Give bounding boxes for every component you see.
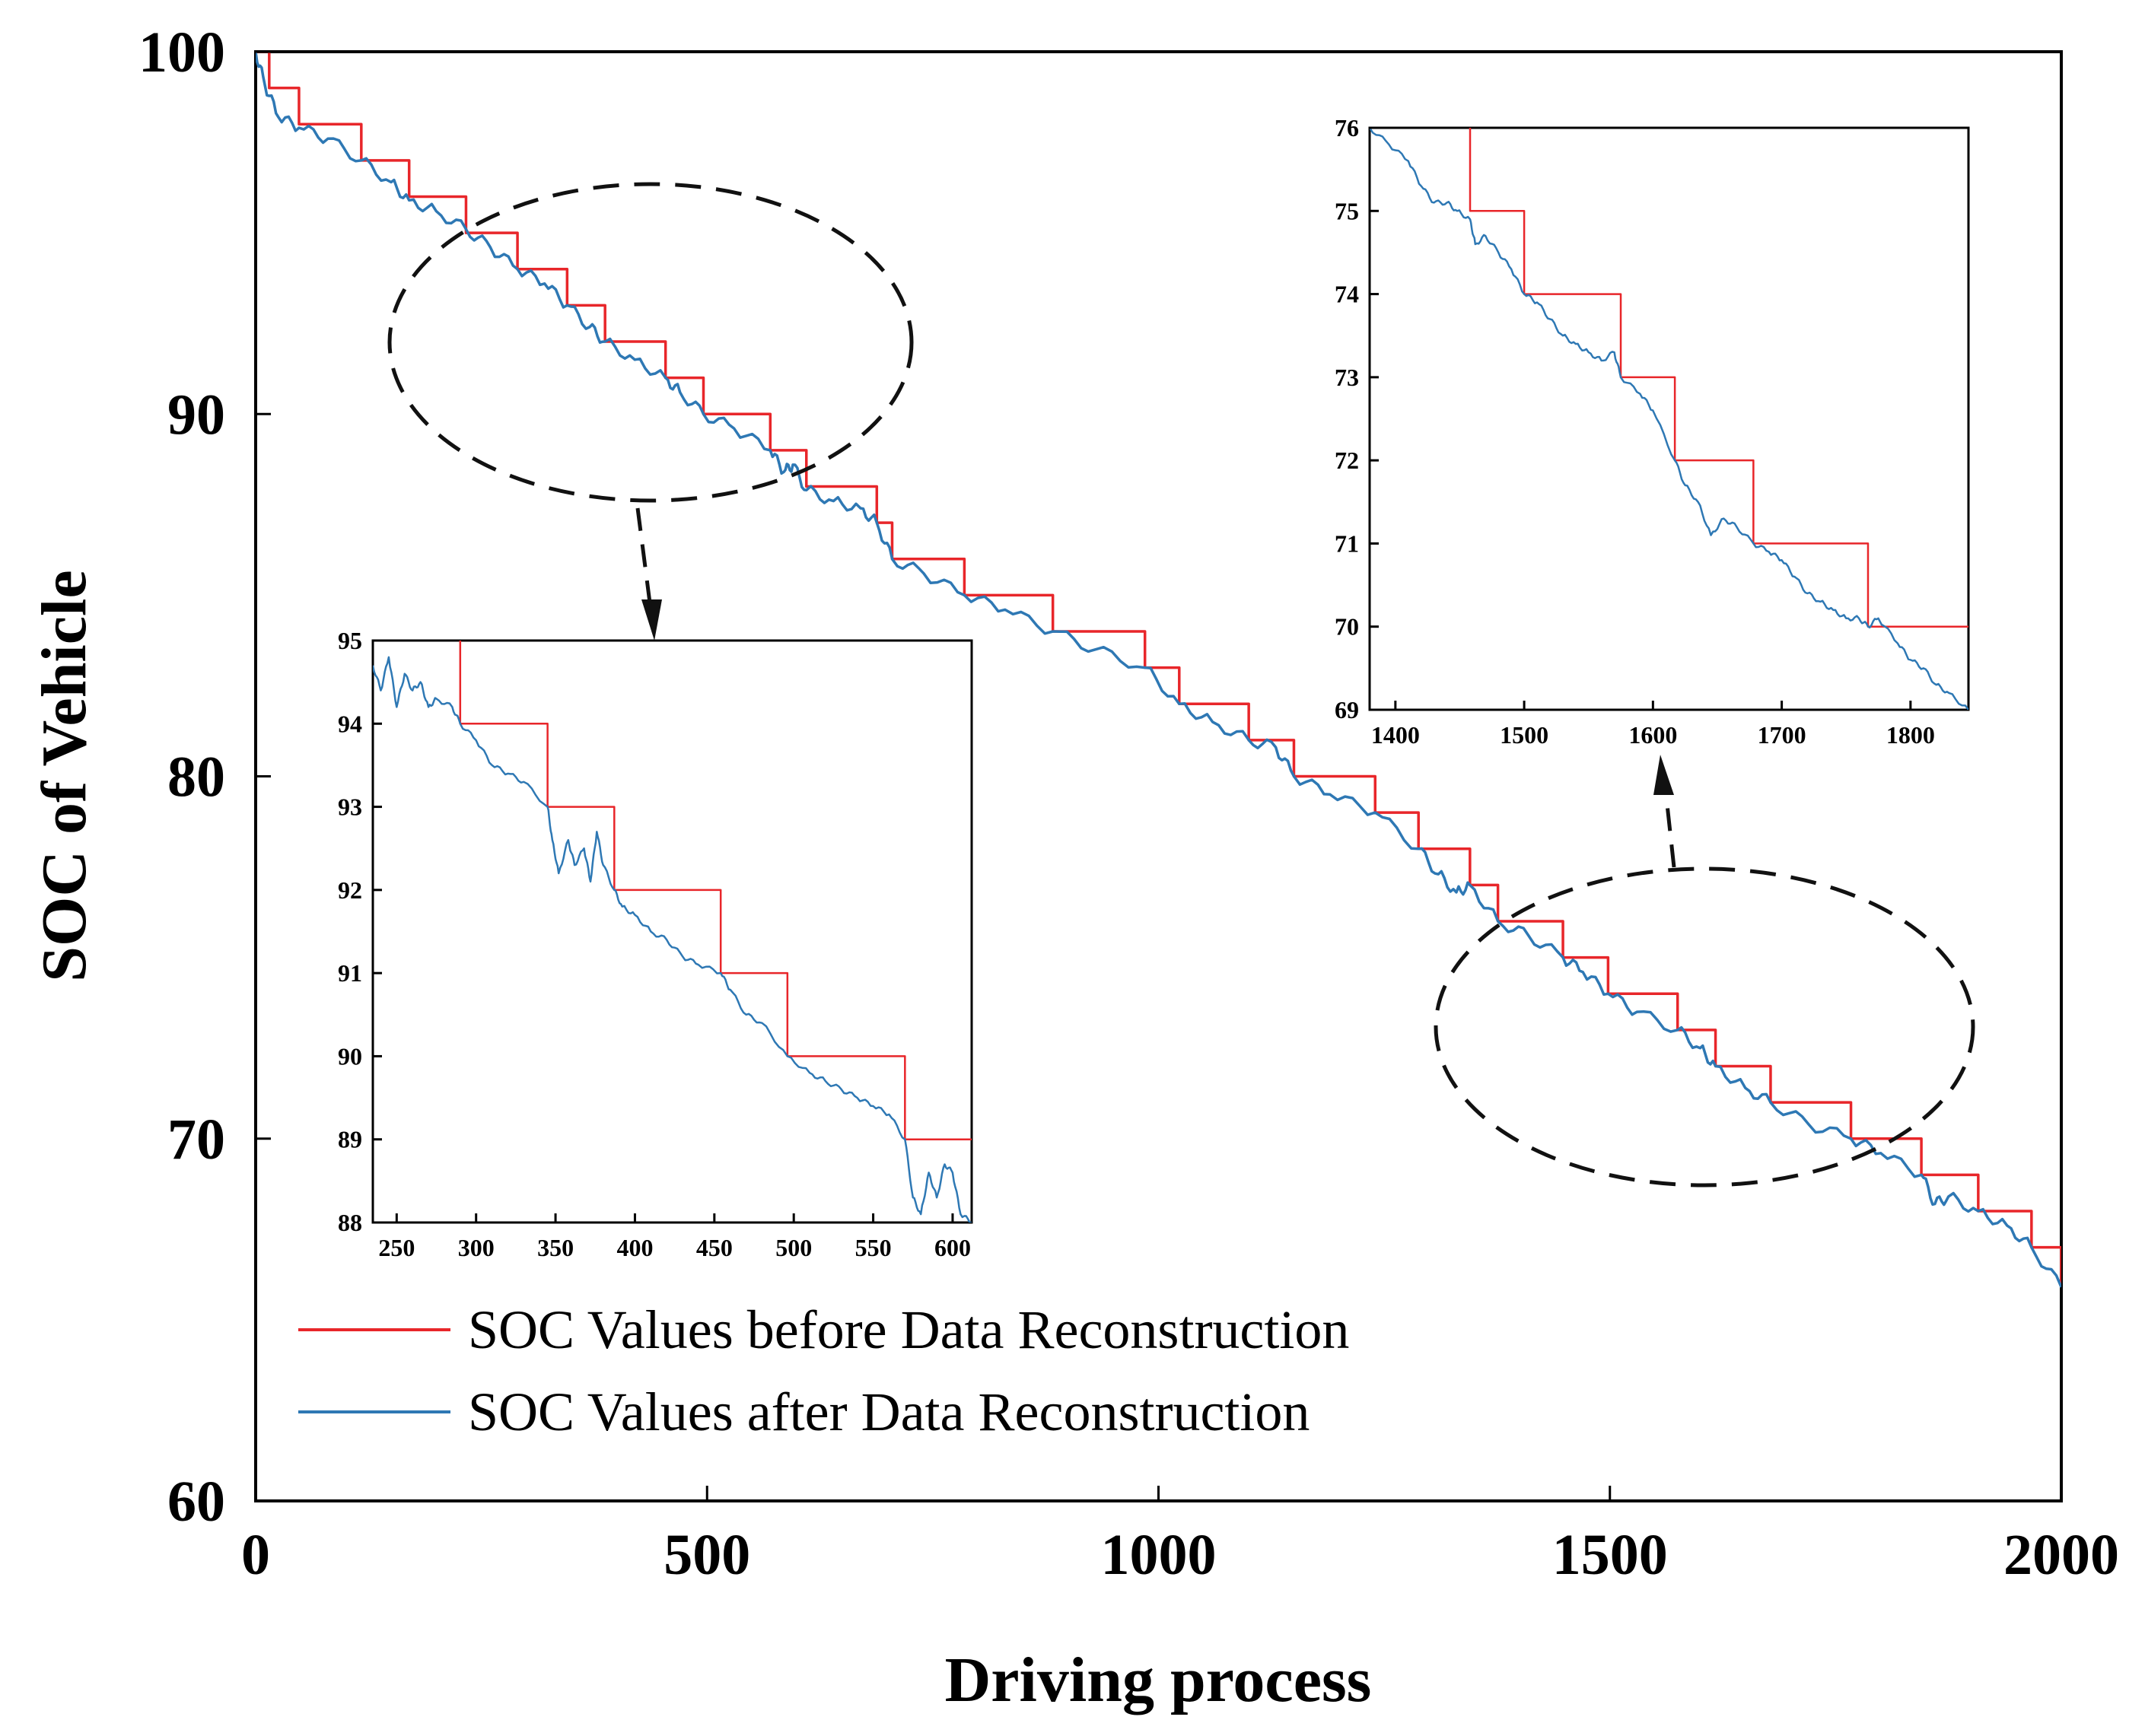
inset-right-y-tick-label: 71 [1335, 529, 1359, 557]
main-x-tick-label: 500 [664, 1523, 750, 1587]
inset-left-x-tick-label: 350 [537, 1234, 574, 1261]
main-x-tick-label: 1500 [1552, 1523, 1668, 1587]
inset-left-x-tick-label: 450 [696, 1234, 733, 1261]
inset-right-ticks-group: 1400 1500 1600 1700 1800 69 70 71 72 73 74 75 76 [1335, 114, 1935, 749]
main-y-tick-label: 100 [138, 21, 225, 84]
main-x-tick-label: 2000 [2003, 1523, 2119, 1587]
inset-right-y-tick-label: 74 [1335, 281, 1359, 308]
inset-left-x-tick-label: 500 [775, 1234, 812, 1261]
inset-left-series-before-line [459, 641, 972, 1140]
main-y-tick-label: 80 [167, 746, 225, 809]
inset-right-background [1370, 128, 1968, 710]
inset-left-x-tick-label: 400 [616, 1234, 653, 1261]
inset-right-series-after-line [1370, 128, 1968, 710]
inset-left-y-tick-label: 95 [338, 627, 362, 654]
legend-label-before: SOC Values before Data Reconstruction [468, 1299, 1349, 1360]
inset-right-series-group [1370, 128, 1968, 710]
main-series-after-line [256, 52, 2061, 1288]
zoom-arrow-left-head [641, 599, 662, 641]
y-axis-title: SOC of Vehicle [29, 570, 100, 981]
inset-left-y-tick-label: 92 [338, 876, 362, 904]
inset-left-x-tick-label: 600 [934, 1234, 971, 1261]
zoom-arrow-right-shaft [1663, 783, 1676, 868]
inset-left-y-tick-label: 88 [338, 1209, 362, 1236]
inset-left-y-tick-label: 93 [338, 793, 362, 821]
main-ticks-group: 0 500 1000 1500 2000 60 70 80 90 100 [138, 21, 2119, 1587]
inset-left-frame [371, 639, 973, 1224]
inset-right-series-before-line [1469, 128, 1968, 628]
main-series-group [256, 52, 2061, 1288]
inset-right-x-tick-label: 1500 [1500, 721, 1548, 749]
main-x-tick-label: 0 [241, 1523, 270, 1587]
main-y-tick-label: 70 [167, 1108, 225, 1172]
main-y-tick-label: 90 [167, 383, 225, 447]
inset-right-x-tick-label: 1700 [1758, 721, 1806, 749]
inset-left-y-tick-label: 89 [338, 1126, 362, 1153]
inset-right-y-tick-label: 76 [1335, 114, 1359, 141]
inset-right-y-tick-label: 72 [1335, 447, 1359, 474]
inset-left-x-tick-label: 550 [855, 1234, 892, 1261]
inset-right-x-tick-label: 1800 [1886, 721, 1935, 749]
inset-left-series-after-line [373, 656, 972, 1223]
inset-right-x-tick-label: 1600 [1628, 721, 1677, 749]
zoom-annotations [387, 182, 1975, 1188]
inset-left-y-tick-label: 90 [338, 1042, 362, 1070]
inset-right-frame [1368, 126, 1970, 711]
zoom-ellipse-left [387, 182, 914, 503]
inset-left-x-tick-label: 250 [378, 1234, 415, 1261]
inset-left-x-tick-label: 300 [458, 1234, 495, 1261]
zoom-arrow-right-head [1653, 755, 1674, 795]
zoom-ellipse-right [1434, 866, 1975, 1188]
main-y-tick-label: 60 [167, 1470, 225, 1534]
inset-right-y-tick-label: 73 [1335, 364, 1359, 391]
legend-label-after: SOC Values after Data Reconstruction [468, 1381, 1310, 1442]
inset-left-y-tick-label: 91 [338, 959, 362, 987]
inset-right-y-tick-label: 70 [1335, 613, 1359, 641]
zoom-arrow-left-shaft [635, 507, 653, 609]
inset-left-y-tick-label: 94 [338, 710, 362, 737]
inset-left-ticks-group: 250 300 350 400 450 500 550 600 88 89 90 91 92 93 94 95 [338, 627, 971, 1261]
inset-right-y-tick-label: 75 [1335, 197, 1359, 224]
main-x-tick-label: 1000 [1101, 1523, 1217, 1587]
inset-right-x-tick-label: 1400 [1371, 721, 1420, 749]
inset-left-series-group [373, 641, 972, 1223]
legend: SOC Values before Data Reconstruction SO… [298, 1299, 1349, 1442]
x-axis-title: Driving process [945, 1645, 1372, 1715]
inset-right-y-tick-label: 69 [1335, 696, 1359, 723]
